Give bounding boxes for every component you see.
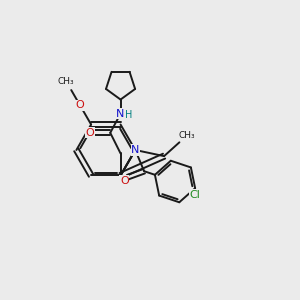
Text: O: O	[76, 100, 84, 110]
Text: N: N	[131, 145, 140, 155]
Text: O: O	[85, 128, 94, 138]
Text: Cl: Cl	[190, 190, 201, 200]
Text: H: H	[125, 110, 133, 120]
Text: O: O	[120, 176, 129, 186]
Text: CH₃: CH₃	[58, 77, 74, 86]
Text: CH₃: CH₃	[179, 131, 195, 140]
Text: N: N	[116, 109, 125, 119]
